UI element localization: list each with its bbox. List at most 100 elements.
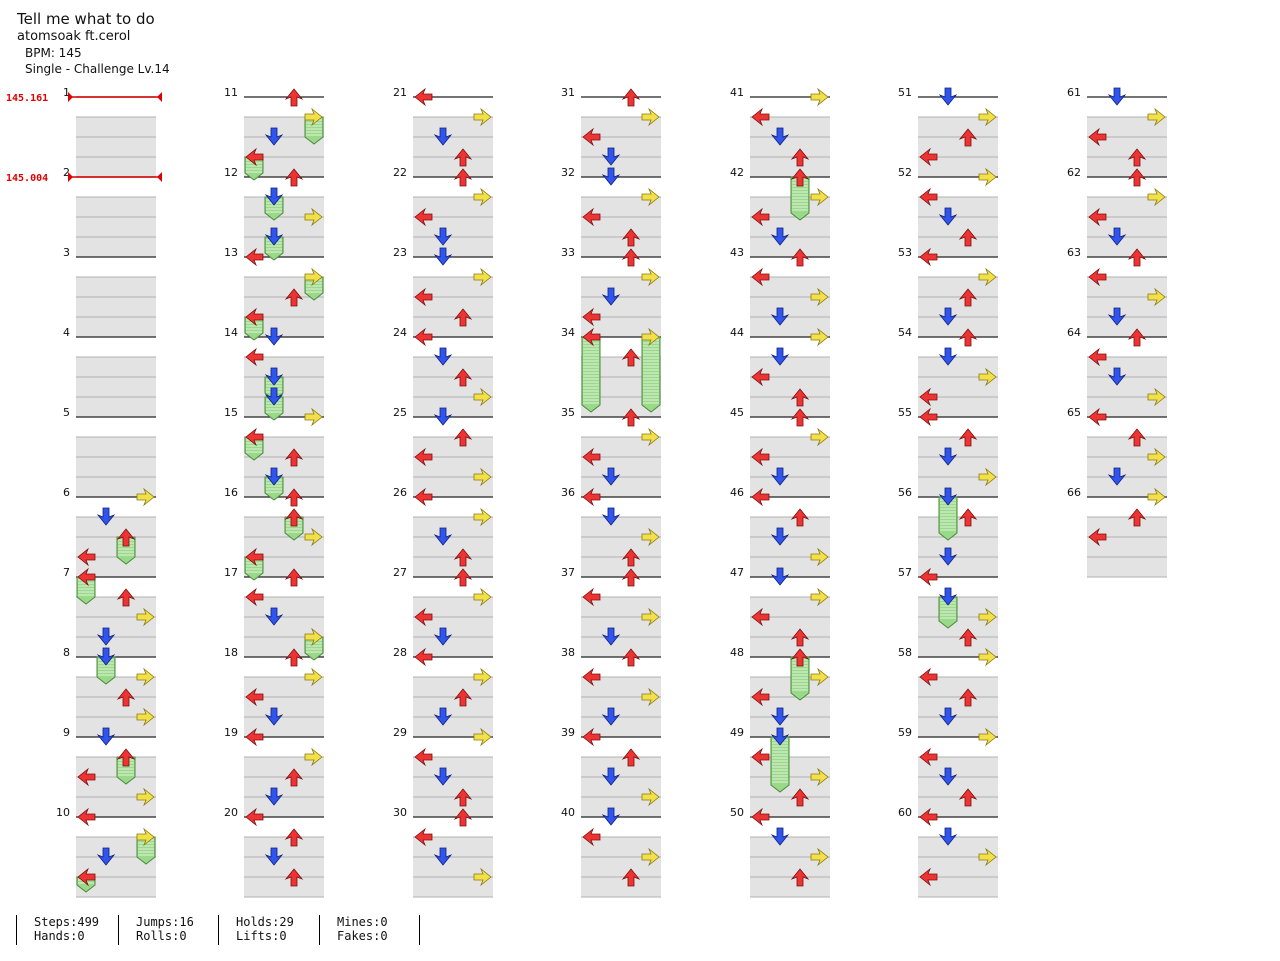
measure-7: 7 [63, 566, 156, 658]
measure-number: 27 [393, 566, 407, 579]
beat-band [413, 797, 493, 817]
beat-band [750, 277, 830, 297]
arrow-left-icon [245, 247, 264, 267]
arrow-up-icon [958, 788, 978, 807]
measure-42: 42 [730, 166, 830, 258]
measure-number: 18 [224, 646, 238, 659]
arrow-up-icon [453, 788, 473, 807]
arrow-right-icon [641, 427, 660, 447]
holds-count: Holds:29 [236, 915, 294, 929]
measure-number: 1 [63, 86, 70, 99]
measure-number: 47 [730, 566, 744, 579]
arrow-down-icon [96, 507, 116, 526]
arrow-right-icon [473, 507, 492, 527]
beat-band [581, 677, 661, 697]
measure-29: 29 [393, 726, 493, 818]
measure-number: 55 [898, 406, 912, 419]
arrow-left-icon [751, 107, 770, 127]
beat-band [1087, 197, 1167, 217]
arrow-down-icon [938, 547, 958, 566]
beat-band [76, 477, 156, 497]
arrow-down-icon [433, 527, 453, 546]
arrow-right-icon [136, 787, 155, 807]
arrow-down-icon [264, 327, 284, 346]
beat-band [244, 597, 324, 617]
arrow-down-icon [96, 647, 116, 666]
beat-band [413, 477, 493, 497]
arrow-left-icon [414, 487, 433, 507]
beat-band [918, 217, 998, 237]
arrow-up-icon [958, 688, 978, 707]
arrow-left-icon [245, 587, 264, 607]
beat-band [413, 197, 493, 217]
measure-number: 36 [561, 486, 575, 499]
beat-band [581, 397, 661, 417]
measure-number: 57 [898, 566, 912, 579]
beat-band [750, 537, 830, 557]
beat-band [918, 397, 998, 417]
beat-band [244, 197, 324, 217]
arrow-up-icon [453, 548, 473, 567]
arrow-right-icon [810, 87, 829, 107]
beat-band [76, 597, 156, 617]
arrow-up-icon [453, 428, 473, 447]
arrow-right-icon [810, 427, 829, 447]
arrow-right-icon [978, 267, 997, 287]
measure-number: 66 [1067, 486, 1081, 499]
beat-band [76, 297, 156, 317]
beat-band [413, 297, 493, 317]
arrow-left-icon [414, 747, 433, 767]
beat-band [918, 477, 998, 497]
beat-band [76, 797, 156, 817]
measure-number: 8 [63, 646, 70, 659]
hold-icon [581, 336, 601, 413]
arrow-up-icon [284, 88, 304, 107]
beat-band [244, 857, 324, 877]
bpm-label: BPM: 145 [25, 46, 82, 60]
arrow-right-icon [473, 667, 492, 687]
arrow-down-icon [264, 387, 284, 406]
measure-45: 45 [730, 406, 830, 498]
arrow-up-icon [790, 508, 810, 527]
beat-band [413, 697, 493, 717]
measure-number: 21 [393, 86, 407, 99]
arrow-right-icon [978, 467, 997, 487]
beat-band [76, 237, 156, 257]
measure-number: 64 [1067, 326, 1081, 339]
arrow-right-icon [641, 787, 660, 807]
hold-icon [770, 736, 790, 793]
beat-band [413, 357, 493, 377]
measure-9: 9 [63, 726, 156, 818]
measure-number: 9 [63, 726, 70, 739]
beat-band [750, 317, 830, 337]
beat-band [244, 117, 324, 137]
measure-number: 7 [63, 566, 70, 579]
arrow-right-icon [473, 267, 492, 287]
arrow-left-icon [245, 427, 264, 447]
arrow-down-icon [264, 707, 284, 726]
measure-number: 48 [730, 646, 744, 659]
arrow-up-icon [284, 488, 304, 507]
beat-band [413, 857, 493, 877]
arrow-up-icon [790, 408, 810, 427]
beat-band [581, 757, 661, 777]
arrow-up-icon [958, 628, 978, 647]
beat-band [918, 677, 998, 697]
beat-band [413, 237, 493, 257]
arrow-down-icon [264, 607, 284, 626]
arrow-right-icon [641, 847, 660, 867]
arrow-down-icon [770, 467, 790, 486]
measure-47: 47 [730, 566, 830, 658]
hold-icon [264, 236, 284, 261]
arrow-up-icon [790, 168, 810, 187]
beat-band [76, 357, 156, 377]
beat-band [750, 777, 830, 797]
arrow-right-icon [136, 667, 155, 687]
beat-band [244, 217, 324, 237]
measure-24: 24 [393, 326, 493, 418]
arrow-down-icon [601, 507, 621, 526]
arrow-down-icon [433, 127, 453, 146]
arrow-up-icon [453, 568, 473, 587]
stats-cell: Holds:29 Lifts:0 [218, 915, 294, 945]
arrow-right-icon [810, 847, 829, 867]
